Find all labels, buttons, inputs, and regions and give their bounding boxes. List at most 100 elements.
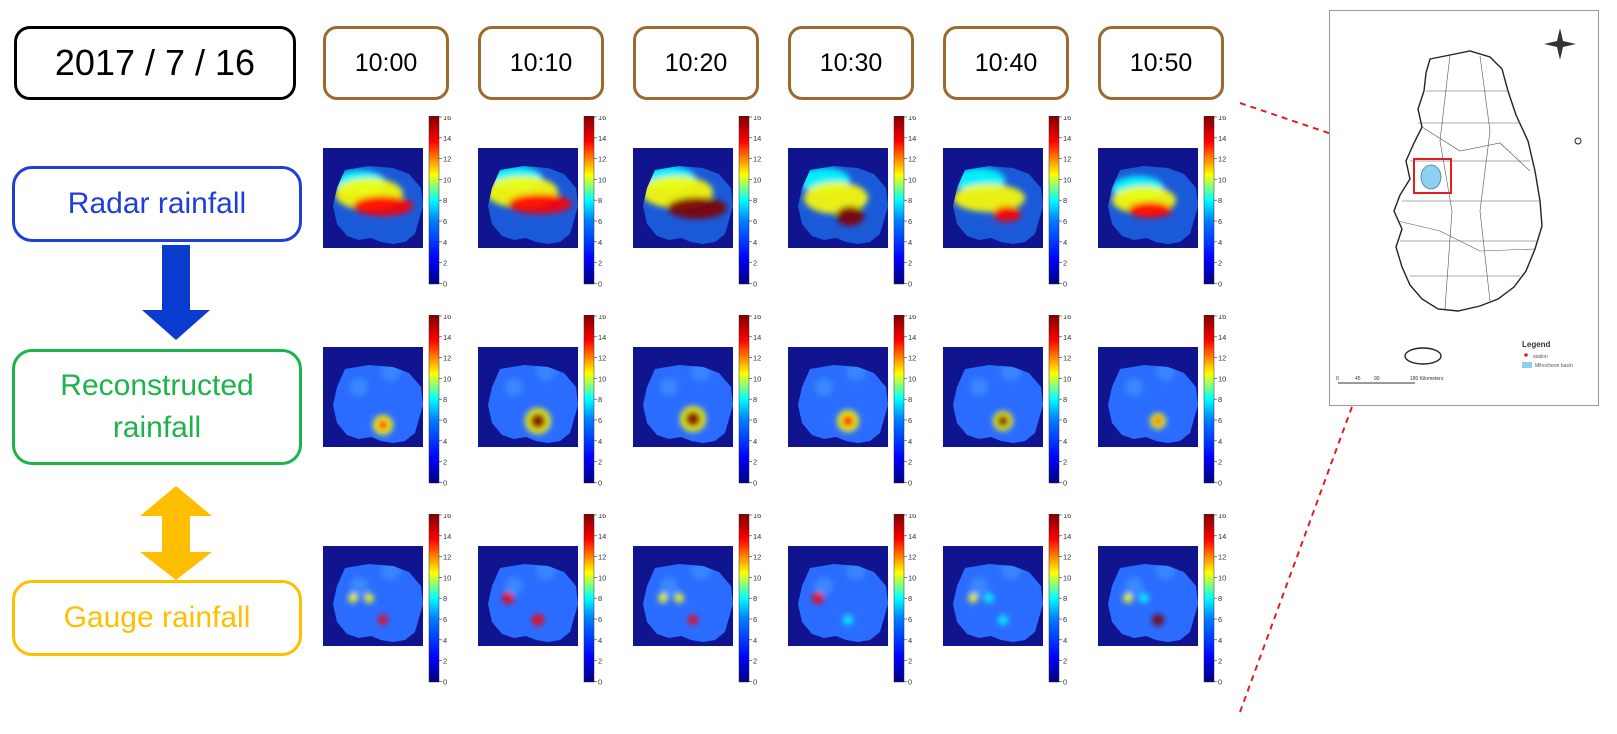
- legend-station: station: [1533, 354, 1548, 360]
- scale-90: 90: [1374, 376, 1380, 382]
- colorbar-tick: 14: [1063, 333, 1071, 342]
- colorbar-tick: 8: [598, 594, 602, 603]
- colorbar-tick: 0: [908, 677, 912, 686]
- colorbar-tick: 10: [908, 573, 916, 582]
- colorbar-tick: 16: [1218, 116, 1226, 122]
- colorbar-tick: 4: [753, 238, 757, 247]
- colorbar-tick: 6: [598, 615, 602, 624]
- colorbar-tick: 0: [598, 677, 602, 686]
- colorbar-tick: 6: [1218, 416, 1222, 425]
- colorbar-tick: 0: [443, 478, 447, 487]
- colorbar-tick: 6: [1063, 416, 1067, 425]
- colorbar-tick: 14: [1218, 532, 1226, 541]
- rainfall-panel-reconstructed-10:40: 16 14 12 10 8 6 4 2 0: [943, 315, 1083, 493]
- colorbar-tick: 4: [753, 636, 757, 645]
- colorbar-tick: 10: [753, 374, 761, 383]
- colorbar-tick: 2: [1063, 458, 1067, 467]
- basin-field: [798, 365, 888, 443]
- colorbar-tick: 2: [443, 458, 447, 467]
- colorbar-tick: 0: [1063, 677, 1067, 686]
- colorbar-tick: 16: [443, 315, 451, 321]
- colorbar: [893, 116, 905, 285]
- colorbar: [1203, 116, 1215, 285]
- colorbar-tick: 16: [753, 116, 761, 122]
- colorbar-tick: 14: [908, 134, 916, 143]
- colorbar-tick: 2: [753, 458, 757, 467]
- rain-blob: [993, 206, 1021, 222]
- rainfall-panel-reconstructed-10:30: 16 14 12 10 8 6 4 2 0: [788, 315, 928, 493]
- colorbar: [1048, 116, 1060, 285]
- date-box: 2017 / 7 / 16: [14, 26, 296, 100]
- rainfall-panel-radar-10:50: 16 14 12 10 8 6 4 2 0: [1098, 116, 1238, 294]
- time-box-1040: 10:40: [943, 26, 1069, 100]
- colorbar-tick: 2: [598, 458, 602, 467]
- rain-blob: [364, 593, 374, 603]
- gauge-rainfall-label: Gauge rainfall: [12, 580, 302, 656]
- colorbar-tick: 4: [443, 238, 447, 247]
- colorbar-tick: 8: [443, 196, 447, 205]
- colorbar-tick: 12: [753, 155, 761, 164]
- rainfall-panel-radar-10:00: 16 14 12 10 8 6 4 2 0: [323, 116, 463, 294]
- rainfall-panel-radar-10:40: 16 14 12 10 8 6 4 2 0: [943, 116, 1083, 294]
- colorbar-tick: 12: [908, 553, 916, 562]
- basin-field: [643, 564, 733, 642]
- rain-blob: [658, 593, 668, 603]
- colorbar: [893, 315, 905, 484]
- colorbar: [1048, 514, 1060, 683]
- colorbar-tick: 4: [1218, 437, 1222, 446]
- colorbar-tick: 4: [598, 238, 602, 247]
- colorbar-tick: 8: [908, 395, 912, 404]
- rain-blob: [998, 615, 1008, 625]
- rainfall-panel-reconstructed-10:50: 16 14 12 10 8 6 4 2 0: [1098, 315, 1238, 493]
- colorbar-tick: 10: [598, 573, 606, 582]
- colorbar-tick: 8: [1063, 395, 1067, 404]
- colorbar-tick: 6: [598, 217, 602, 226]
- colorbar-tick: 12: [753, 354, 761, 363]
- korea-location-map: Legend station Mihocheon basin 0 45 90 1…: [1329, 10, 1599, 406]
- rain-blob: [953, 184, 1025, 212]
- colorbar-tick: 2: [908, 657, 912, 666]
- basin-shape: [1420, 164, 1442, 190]
- rain-blob: [353, 196, 413, 216]
- colorbar-tick: 10: [1063, 175, 1071, 184]
- rainfall-panel-reconstructed-10:00: 16 14 12 10 8 6 4 2 0: [323, 315, 463, 493]
- colorbar: [1048, 315, 1060, 484]
- rain-blob: [685, 411, 701, 427]
- colorbar-tick: 10: [908, 374, 916, 383]
- colorbar-tick: 2: [598, 657, 602, 666]
- colorbar-tick: 14: [908, 333, 916, 342]
- rain-blob: [842, 415, 854, 427]
- rain-blob: [836, 206, 864, 226]
- rainfall-panel-gauge-10:30: 16 14 12 10 8 6 4 2 0: [788, 514, 928, 692]
- colorbar-tick: 14: [753, 333, 761, 342]
- colorbar-tick: 4: [1218, 636, 1222, 645]
- colorbar-tick: 6: [1063, 615, 1067, 624]
- rainfall-panel-gauge-10:10: 16 14 12 10 8 6 4 2 0: [478, 514, 618, 692]
- korea-outline: [1393, 50, 1543, 312]
- colorbar-tick: 2: [443, 259, 447, 268]
- colorbar-tick: 2: [1218, 458, 1222, 467]
- rain-blob: [1123, 593, 1133, 603]
- time-box-1050: 10:50: [1098, 26, 1224, 100]
- colorbar-tick: 8: [908, 594, 912, 603]
- colorbar-tick: 10: [1218, 573, 1226, 582]
- colorbar-tick: 12: [598, 354, 606, 363]
- colorbar-tick: 6: [908, 416, 912, 425]
- colorbar: [428, 116, 440, 285]
- rain-blob: [984, 593, 994, 603]
- colorbar-tick: 16: [443, 514, 451, 520]
- colorbar-tick: 10: [908, 175, 916, 184]
- colorbar-tick: 16: [908, 116, 916, 122]
- colorbar-tick: 2: [1218, 259, 1222, 268]
- colorbar-tick: 14: [753, 532, 761, 541]
- jeju-island: [1404, 347, 1442, 365]
- colorbar: [583, 315, 595, 484]
- rainfall-panel-gauge-10:40: 16 14 12 10 8 6 4 2 0: [943, 514, 1083, 692]
- rain-blob: [530, 413, 546, 429]
- colorbar-tick: 8: [1218, 395, 1222, 404]
- colorbar-tick: 4: [1063, 636, 1067, 645]
- colorbar-tick: 6: [753, 615, 757, 624]
- colorbar-tick: 0: [1063, 478, 1067, 487]
- scale-180: 180 Kilometers: [1410, 376, 1444, 382]
- rain-blob: [804, 182, 868, 214]
